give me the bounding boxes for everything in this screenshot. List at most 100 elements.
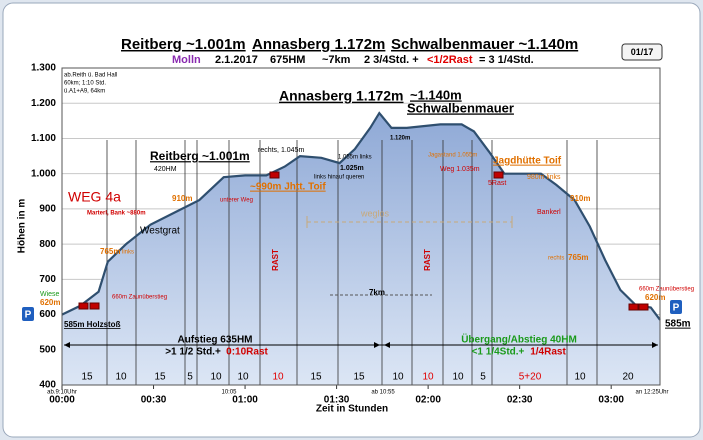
- annotation: 7km: [369, 288, 385, 297]
- annotation: 660m Zaunüberstieg: [639, 287, 694, 293]
- segment-label: 10: [272, 372, 284, 383]
- parking-box: [22, 307, 34, 321]
- hut: [493, 171, 504, 179]
- annotation: Jagastand 1.055m: [428, 153, 477, 159]
- y-tick-label: 800: [39, 239, 56, 250]
- profile-line: [61, 111, 661, 321]
- subtitle-part: ~7km: [322, 54, 351, 66]
- segment-label: 20: [622, 372, 634, 383]
- annotation: Wiese: [40, 291, 60, 298]
- annotation: Jagdhütte Toif: [493, 156, 562, 167]
- subtitle-part: 2 3/4Std. +: [364, 54, 419, 66]
- x-tick-label: 00:00: [49, 395, 75, 406]
- annotation: Aufstieg 635HM: [177, 335, 252, 346]
- segment-label: 15: [353, 372, 365, 383]
- y-axis-title: Höhen in m: [17, 199, 28, 254]
- annotation: 980m links: [527, 174, 561, 181]
- annotation: rechts, 1.045m: [258, 147, 304, 154]
- x-tick-label: 02:30: [507, 395, 533, 406]
- annotation: 620m: [645, 293, 665, 302]
- annotation: links hinauf queren: [314, 175, 364, 181]
- annotation: 420HM: [154, 166, 177, 173]
- segment-label: 15: [81, 372, 93, 383]
- plot-frame: [61, 67, 661, 386]
- annotation: ab.Reith ü. Bad Hall: [64, 73, 117, 79]
- x-tick-label: 03:00: [598, 395, 624, 406]
- annotation: 585m Holzstoß: [64, 320, 121, 329]
- weglos-ends: [306, 216, 513, 228]
- segment-label: 15: [154, 372, 166, 383]
- annotation: RAST: [271, 249, 280, 271]
- annotation: 1/4Rast: [530, 347, 566, 358]
- x-axis-title: Zeit in Stunden: [316, 404, 388, 415]
- annotation: <1 1/4Std.+: [472, 347, 525, 358]
- y-tick-label: 1.200: [31, 98, 56, 109]
- subtitle-part: = 3 1/4Std.: [479, 54, 534, 66]
- title-part: Schwalbenmauer ~1.140m: [391, 36, 578, 53]
- annotation: >1 1/2 Std.+: [165, 347, 221, 358]
- segment-label: 10: [210, 372, 222, 383]
- annotation: 1.120m: [390, 136, 410, 142]
- title-part: Annasberg 1.172m: [252, 36, 385, 53]
- annotation: ab.9:10Uhr: [47, 390, 77, 396]
- subtitle-part: <1/2Rast: [427, 54, 473, 66]
- annotation: 585m: [665, 319, 691, 330]
- segment-label: 10: [392, 372, 404, 383]
- annotation: Bankerl: [537, 209, 561, 216]
- annotation: ~1.140m: [410, 87, 462, 102]
- annotation: weglos: [360, 208, 390, 218]
- y-tick-label: 600: [39, 309, 56, 320]
- annotation: links: [122, 250, 134, 256]
- y-tick-label: 400: [39, 380, 56, 391]
- hut: [638, 303, 649, 311]
- annotation: ab 10:55: [371, 390, 395, 396]
- annotation: ~990m Jhtt. Toif: [250, 182, 326, 193]
- annotation: 1.025m: [340, 165, 364, 172]
- annotation: 1.055m links: [338, 155, 372, 161]
- annotation: P: [25, 310, 32, 321]
- annotation: 620m: [40, 298, 60, 307]
- annotation: WEG 4a: [68, 189, 121, 205]
- segment-label: 5: [187, 372, 193, 383]
- hut: [269, 171, 280, 179]
- annotation: 765m: [568, 253, 588, 262]
- x-tick-label: 02:00: [415, 395, 441, 406]
- annotation: 60km; 1:10 Std.: [64, 81, 106, 87]
- annotation: Marterl, Bank ~880m: [87, 211, 146, 217]
- annotation: 910m: [570, 194, 590, 203]
- segment-label: 10: [115, 372, 127, 383]
- annotation: Weg 1.035m: [440, 166, 480, 173]
- x-tick-label: 00:30: [141, 395, 167, 406]
- annotation: ü.A1+A9, 64km: [64, 89, 105, 95]
- subtitle-part: 2.1.2017: [215, 54, 258, 66]
- y-tick-label: 500: [39, 344, 56, 355]
- badge-box: [621, 43, 663, 61]
- y-tick-label: 1.300: [31, 63, 56, 74]
- y-tick-label: 900: [39, 204, 56, 215]
- area-fill: [62, 113, 660, 385]
- annotation: 10:05: [221, 390, 237, 396]
- annotation: P: [673, 303, 680, 314]
- badge: 01/17: [631, 47, 654, 57]
- annotation: Westgrat: [140, 226, 180, 237]
- annotation: Schwalbenmauer: [407, 100, 514, 115]
- segment-label: 5+20: [519, 372, 542, 383]
- segment-label: 10: [422, 372, 434, 383]
- y-tick-label: 1.000: [31, 168, 56, 179]
- hut: [89, 302, 100, 310]
- parking-box: [670, 300, 682, 314]
- segment-label: 15: [310, 372, 322, 383]
- annotation: 765m: [100, 247, 120, 256]
- annotation: Annasberg 1.172m: [279, 88, 404, 104]
- y-tick-label: 1.100: [31, 133, 56, 144]
- annotation: an 12:25Uhr: [635, 390, 668, 396]
- segment-label: 5: [480, 372, 486, 383]
- hut: [628, 303, 639, 311]
- annotation: 5Rast: [488, 180, 506, 187]
- hut: [78, 302, 89, 310]
- subtitle-part: 675HM: [270, 54, 305, 66]
- title-part: Reitberg ~1.001m: [121, 36, 246, 53]
- annotation: 910m: [172, 194, 192, 203]
